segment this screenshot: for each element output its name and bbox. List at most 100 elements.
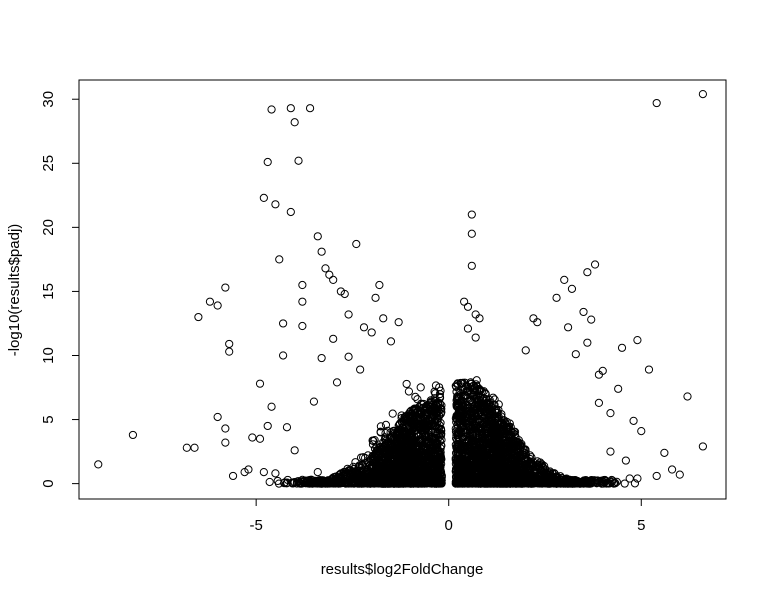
data-point [347,477,356,486]
data-point [317,353,326,363]
data-point [375,280,384,290]
data-point [475,461,484,470]
data-point [487,472,496,481]
data-point [435,392,445,401]
data-point [340,478,349,487]
data-point [358,461,367,470]
data-point [521,446,530,455]
data-point [525,451,535,460]
data-point [587,315,596,324]
data-point [370,436,379,445]
data-point [583,479,593,488]
data-point [533,457,542,466]
data-point [499,477,508,486]
data-point [590,260,600,269]
data-point [411,451,420,460]
data-point [514,460,523,469]
data-point [194,312,203,322]
data-point [414,479,423,488]
data-point [430,394,439,403]
data-point [389,479,398,488]
y-tick-label: 10 [40,347,57,364]
data-point [496,451,505,460]
data-point [317,247,326,256]
data-point [436,479,446,488]
data-point [610,478,619,487]
data-point [309,397,319,406]
data-point [398,463,407,472]
data-point [417,441,426,450]
data-point [356,478,365,487]
data-point [464,435,473,445]
data-point [329,275,338,284]
data-point [394,318,403,327]
data-point [290,446,299,455]
data-point [497,464,507,473]
data-point [469,415,478,424]
data-point [514,470,523,479]
data-point [560,275,569,284]
points-layer [94,89,707,488]
data-point [533,460,542,470]
data-point [471,333,480,342]
data-point [455,429,464,438]
data-point [521,346,530,355]
data-point [537,460,546,469]
data-point [286,104,295,113]
data-point [244,465,253,474]
data-point [564,323,573,332]
data-point [497,412,506,421]
data-point [468,479,477,488]
data-point [514,436,523,445]
data-point [325,270,334,279]
data-point [527,459,536,468]
data-point [468,414,477,423]
data-point [454,451,464,460]
data-point [332,474,341,483]
data-point [472,437,481,446]
data-point [660,448,669,457]
data-point [435,449,444,458]
data-point [397,411,406,420]
data-point [481,435,490,444]
data-point [583,338,592,347]
y-tick-label: 30 [40,91,57,108]
data-point [510,427,520,436]
data-point [213,301,222,310]
data-point [402,379,411,389]
data-point [432,469,442,478]
data-point [409,471,418,480]
data-point [583,268,592,277]
y-tick-label: 0 [40,479,57,487]
data-point [314,477,323,486]
data-point [457,479,466,488]
data-point [376,422,385,431]
data-point [606,409,615,418]
data-point [343,470,352,480]
data-point [298,477,307,486]
data-point [294,477,303,486]
data-point [397,417,406,427]
data-point [271,200,280,209]
data-point [599,478,608,487]
data-point [213,412,222,422]
data-point [478,424,487,433]
y-axis-title: -log10(results$padj) [6,224,23,357]
data-point [263,421,272,431]
data-point [597,476,607,485]
data-point [463,456,472,466]
data-point [412,419,421,428]
data-point [370,479,379,488]
data-point [458,463,467,473]
data-point [472,415,481,424]
data-point [464,406,473,416]
data-point [403,476,412,485]
data-point [507,474,516,483]
data-point [556,479,565,488]
data-point [454,393,463,402]
data-point [402,431,412,441]
data-point [330,475,339,484]
data-point [479,471,488,480]
data-point [490,395,499,404]
